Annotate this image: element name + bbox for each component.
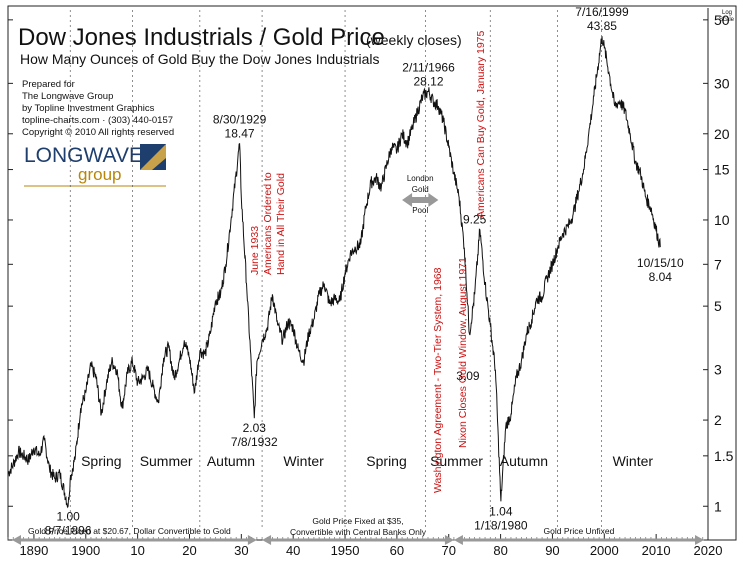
london-gold-pool: London Gold Pool (402, 174, 439, 215)
annotation-value: 8.04 (649, 270, 673, 284)
event-note-line: Nixon Closes Gold Window, August 1971 (457, 257, 469, 448)
chart-title-note: (weekly closes) (366, 32, 462, 48)
x-tick-label: 2000 (590, 543, 619, 558)
longwave-logo: LONGWAVE group (24, 144, 166, 187)
annotation-date: 7/16/1999 (575, 5, 629, 19)
annotation-value: 9.25 (463, 213, 487, 227)
event-note-line: Americans Can Buy Gold, January 1975 (475, 30, 487, 218)
y-tick-label: 1 (714, 498, 722, 514)
regime-arrow-head-left (262, 535, 272, 545)
y-axis-caption-scale: Scale (719, 17, 735, 23)
x-tick-label: 40 (286, 543, 300, 558)
annotation-date: 1/18/1980 (474, 518, 528, 532)
regime-arrow-head-right (444, 535, 454, 545)
regime-arrow-head-left (453, 535, 463, 545)
annotation-date: 2/11/1966 (402, 60, 455, 74)
event-note-line: Americans Ordered to (262, 172, 274, 275)
gold-regimes: Gold Price Fixed at $20.67, Dollar Conve… (12, 516, 704, 545)
y-tick-label: 10 (714, 212, 730, 228)
season-label: Winter (613, 453, 654, 469)
x-tick-label: 30 (234, 543, 248, 558)
annotation-date: 7/8/1932 (231, 435, 278, 449)
season-labels: Spring Summer Autumn Winter Spring Summer Autu… (81, 453, 653, 469)
y-tick-label: 30 (714, 75, 730, 91)
y-tick-label: 50 (714, 12, 730, 28)
pool-arrow-head-left (402, 193, 413, 207)
x-tick-label: 1950 (331, 543, 360, 558)
chart-subtitle: How Many Ounces of Gold Buy the Dow Jone… (20, 51, 380, 67)
season-label: Autumn (207, 453, 255, 469)
event-notes: June 1933 Americans Ordered to Hand in All… (249, 30, 487, 493)
pool-label-line: Gold (412, 185, 429, 194)
x-tick-label: 70 (442, 543, 456, 558)
annotation-value: 28.12 (414, 74, 444, 88)
credit-line: Prepared for (22, 79, 75, 90)
x-tick-label: 2010 (642, 543, 671, 558)
x-tick-label: 2020 (694, 543, 723, 558)
season-label: Spring (81, 453, 121, 469)
logo-word-group: group (78, 165, 121, 184)
annotation-value: 3.09 (456, 369, 480, 383)
annotation-date: 10/15/10 (637, 256, 684, 270)
season-label: Summer (430, 453, 483, 469)
season-dividers (69, 10, 603, 530)
annotation-value: 43.85 (587, 19, 617, 33)
regime-arrow-head-right (247, 535, 257, 545)
season-label: Summer (140, 453, 193, 469)
annotation-date: 8/7/1896 (45, 523, 92, 537)
y-tick-label: 2 (714, 412, 722, 428)
regime-label: Convertible with Central Banks Only (290, 527, 427, 537)
dow-gold-ratio-line (7, 36, 661, 509)
x-tick-label: 80 (493, 543, 507, 558)
annotation-date: 8/30/1929 (213, 113, 267, 127)
annotation-value: 18.47 (225, 127, 255, 141)
x-tick-label: 60 (390, 543, 404, 558)
x-tick-label: 90 (545, 543, 559, 558)
logo-wave-mark (140, 144, 166, 170)
credit-line: by Topline Investment Graphics (22, 103, 155, 114)
pool-label-line: Pool (412, 206, 428, 215)
logo-word-longwave: LONGWAVE (24, 144, 143, 167)
regime-arrow-head-right (695, 535, 704, 545)
season-label: Autumn (500, 453, 548, 469)
x-tick-label: 1890 (19, 543, 48, 558)
regime-label: Gold Price Unfixed (544, 526, 615, 536)
regime-label: Gold Price Fixed at $35, (312, 516, 403, 526)
credit-line: topline-charts.com · (303) 440-0157 (22, 115, 173, 126)
credit-line: Copyright © 2010 All rights reserved (22, 127, 174, 138)
pool-label-line: London (407, 174, 434, 183)
y-tick-label: 3 (714, 362, 722, 378)
annotation-value: 1.00 (56, 509, 80, 523)
y-tick-label: 20 (714, 126, 730, 142)
y-tick-label: 7 (714, 256, 722, 272)
credit-line: The Longwave Group (22, 91, 113, 102)
pool-arrow-head-right (428, 193, 439, 207)
x-tick-label: 20 (182, 543, 196, 558)
annotation-value: 2.03 (243, 421, 267, 435)
series-group (7, 36, 661, 509)
y-axis: 1 1.5 2 3 5 7 10 15 20 30 50 (8, 8, 734, 534)
y-axis-caption-log: Log (722, 10, 732, 16)
y-tick-label: 15 (714, 162, 730, 178)
x-axis: 1890 1900 10 20 30 40 1950 60 70 80 90 2000 2010 2020 (7, 534, 723, 558)
event-note-line: June 1933 (249, 226, 261, 275)
season-label: Winter (283, 453, 324, 469)
event-note-line: Washington Agreement - Two-Tier System, … (432, 267, 444, 493)
x-tick-label: 1900 (71, 543, 100, 558)
credits: Prepared for The Longwave Group by Topli… (22, 79, 174, 138)
season-label: Spring (366, 453, 406, 469)
x-tick-label: 10 (130, 543, 144, 558)
y-tick-label: 5 (714, 298, 722, 314)
chart-title: Dow Jones Industrials / Gold Price (18, 24, 385, 51)
regime-label: Gold Price Fixed at $20.67, Dollar Conve… (28, 526, 231, 536)
y-tick-label: 1.5 (714, 448, 734, 464)
regime-arrow-head-left (12, 535, 21, 545)
event-note-line: Hand in All Their Gold (275, 173, 287, 275)
annotation-value: 1.04 (489, 504, 513, 518)
